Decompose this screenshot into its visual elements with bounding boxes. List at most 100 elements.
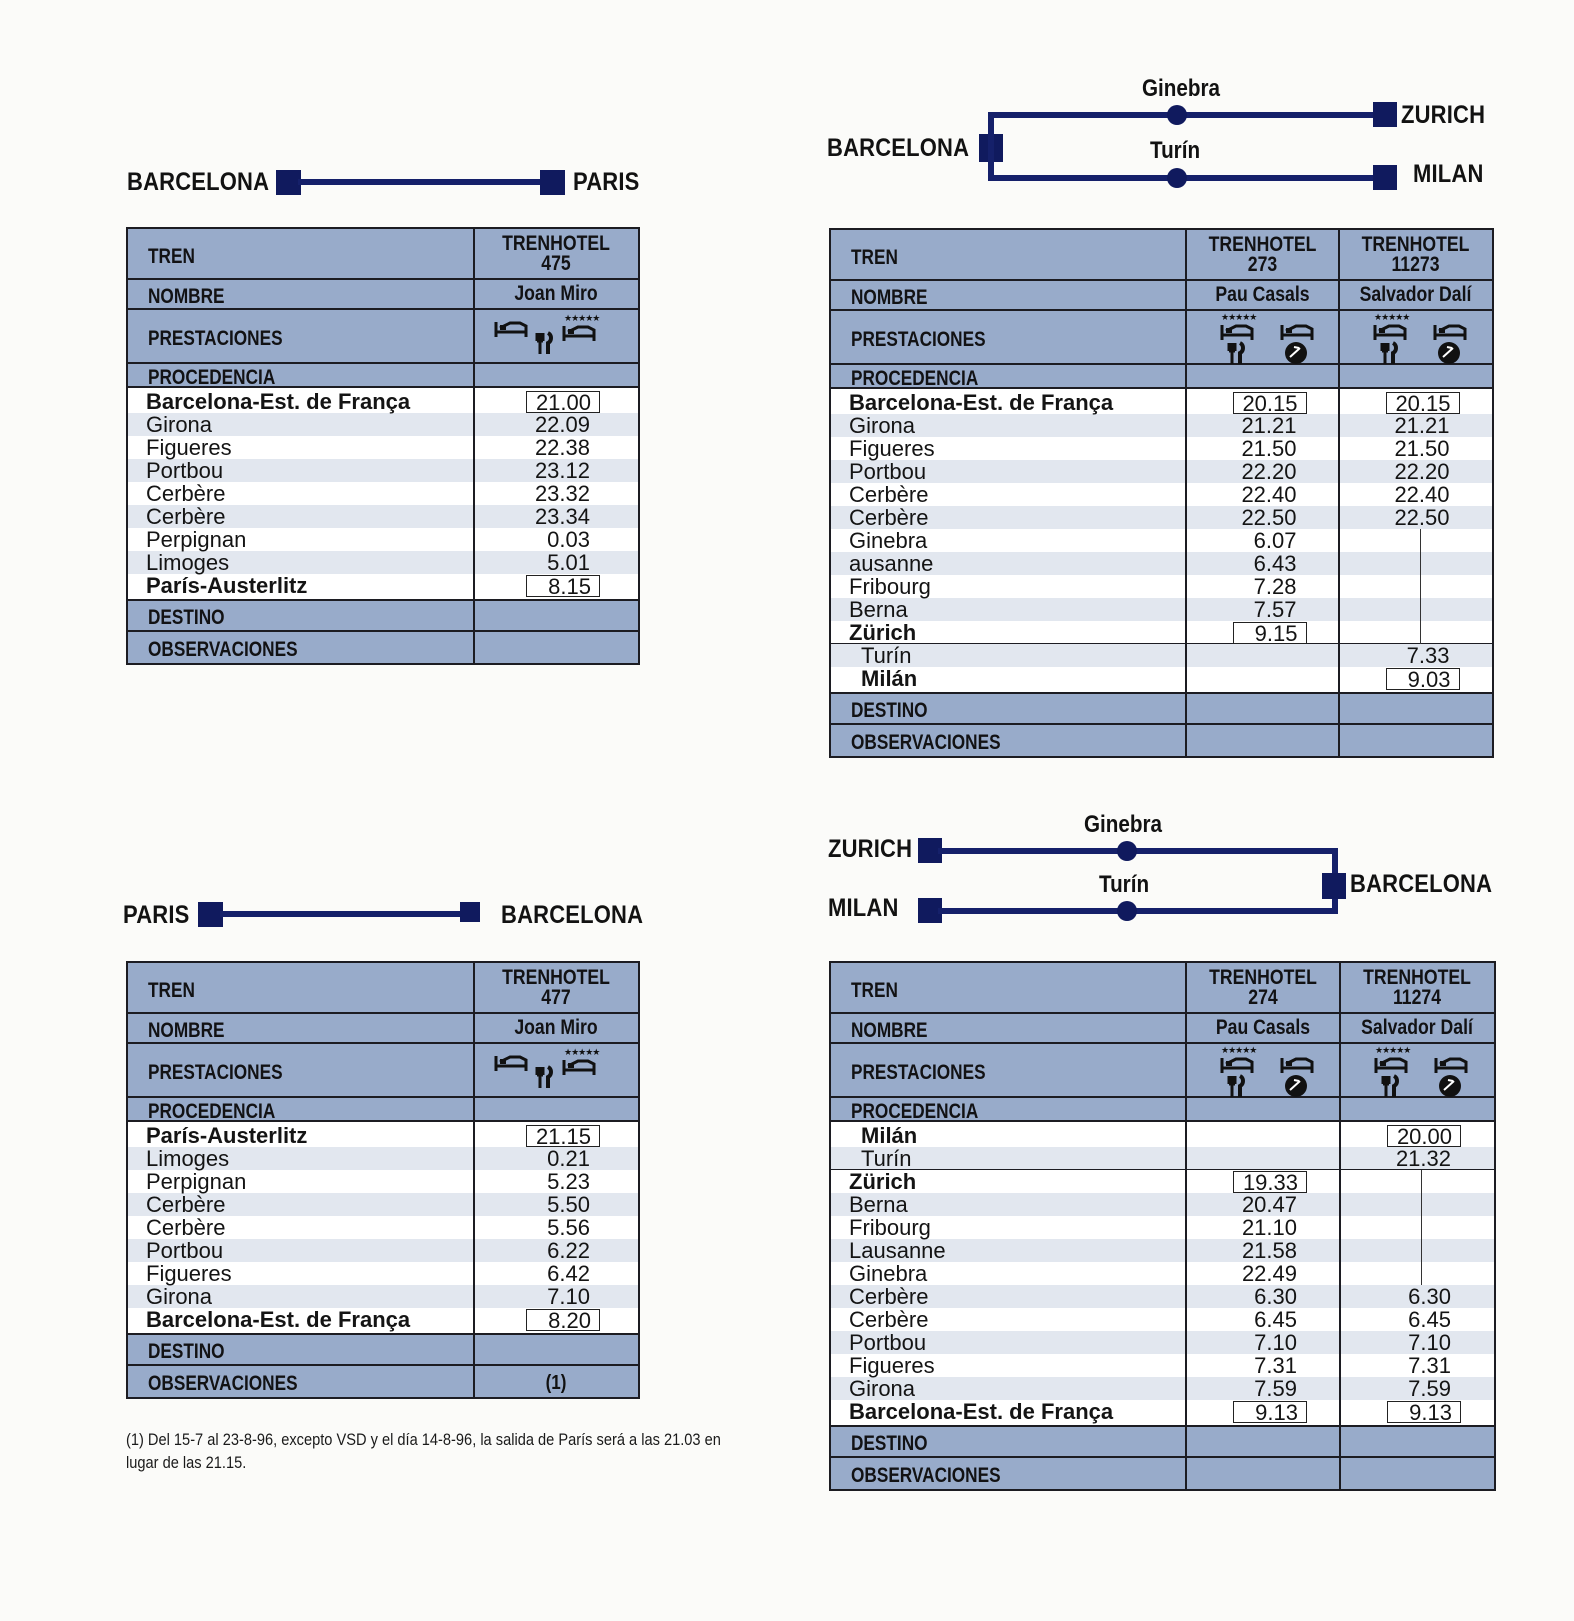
- row-label-nombre: NOMBRE: [148, 284, 225, 308]
- station-name: Girona: [849, 413, 916, 438]
- header-band: [831, 1043, 1494, 1097]
- row-stripe: [831, 1239, 1494, 1262]
- train-name: Salvador Dalí: [1361, 1016, 1473, 1039]
- header-band: [831, 693, 1492, 724]
- bed-icon: [494, 319, 528, 339]
- station-name: Cerbère: [849, 1284, 929, 1309]
- station-name: Figueres: [146, 1261, 232, 1286]
- station-name: Barcelona-Est. de França: [146, 389, 411, 414]
- route-stop-label: Turín: [1150, 137, 1201, 164]
- header-band: [128, 963, 638, 1013]
- departure-time: 7.59: [1254, 1376, 1297, 1401]
- departure-time: 6.45: [1408, 1307, 1451, 1332]
- five-star-bed-icon: [1220, 1055, 1254, 1075]
- row-label-observaciones: OBSERVACIONES: [851, 1463, 1001, 1487]
- station-name: Ginebra: [849, 1261, 928, 1286]
- row-stripe: [831, 1147, 1494, 1170]
- header-band: [831, 1457, 1494, 1489]
- route-origin-label: MILAN: [828, 894, 899, 922]
- departure-time: 22.50: [1241, 505, 1297, 530]
- table-rule: [128, 1364, 638, 1366]
- shower-icon: [1437, 341, 1461, 365]
- station-name: París-Austerlitz: [146, 1123, 308, 1148]
- departure-time: 6.30: [1408, 1284, 1451, 1309]
- table-rule: [128, 1012, 638, 1014]
- departure-time: 20.15: [1232, 392, 1307, 415]
- route-station-marker: [540, 170, 565, 195]
- header-band: [128, 1365, 638, 1397]
- row-stripe: [831, 460, 1492, 483]
- row-label-nombre: NOMBRE: [851, 1018, 928, 1042]
- station-name: Turín: [861, 1146, 912, 1171]
- restaurant-icon: [1226, 1074, 1246, 1098]
- five-star-rating-icon: ★★★★★: [564, 1048, 600, 1058]
- row-stripe: [128, 1193, 638, 1216]
- departure-time: 7.33: [1406, 643, 1450, 668]
- five-star-rating-icon: ★★★★★: [564, 314, 600, 324]
- row-stripe: [128, 413, 638, 436]
- header-band: [831, 364, 1492, 388]
- header-band: [128, 1334, 638, 1365]
- train-name: Pau Casals: [1215, 283, 1310, 306]
- table-rule: [473, 963, 475, 1397]
- train-type: TRENHOTEL: [502, 232, 610, 255]
- five-star-bed-icon: [1373, 322, 1407, 342]
- restaurant-icon: [534, 1065, 554, 1089]
- table-rule: [1185, 963, 1187, 1489]
- station-name: Cerbère: [146, 1192, 226, 1217]
- station-name: Cerbère: [849, 505, 929, 530]
- departure-time: 5.50: [547, 1192, 590, 1217]
- station-name: Girona: [146, 412, 213, 437]
- route-destination-label: BARCELONA: [1350, 870, 1493, 898]
- departure-time: 9.03: [1385, 668, 1460, 691]
- table-rule: [473, 229, 475, 663]
- restaurant-icon: [1379, 341, 1399, 365]
- station-name: Turín: [861, 643, 912, 668]
- row-stripe: [831, 1193, 1494, 1216]
- route-line: [220, 911, 472, 917]
- departure-time: 20.00: [1387, 1125, 1461, 1148]
- route-station-marker: [1322, 873, 1346, 899]
- route-station-marker: [460, 902, 480, 922]
- departure-time: 22.09: [534, 412, 590, 437]
- bed-icon: [1280, 322, 1314, 342]
- row-stripe: [128, 551, 638, 574]
- row-label-observaciones: OBSERVACIONES: [148, 1371, 298, 1395]
- departure-time: 7.10: [1408, 1330, 1451, 1355]
- five-star-rating-icon: ★★★★★: [1375, 1046, 1411, 1056]
- station-name: Milán: [861, 666, 918, 691]
- row-stripe: [831, 506, 1492, 529]
- departure-time: 21.15: [526, 1125, 600, 1148]
- departure-time: 7.31: [1408, 1353, 1451, 1378]
- row-stripe: [128, 1147, 638, 1170]
- five-star-rating-icon: ★★★★★: [1221, 1046, 1257, 1056]
- station-name: Figueres: [849, 436, 935, 461]
- table-rule: [128, 308, 638, 310]
- table-rule: [1338, 230, 1340, 756]
- route-origin-label: BARCELONA: [127, 168, 270, 196]
- table-rule: [831, 279, 1492, 281]
- footnote: (1) Del 15-7 al 23-8-96, excepto VSD y e…: [126, 1430, 721, 1472]
- header-band: [128, 363, 638, 387]
- route-stop-dot: [1117, 901, 1137, 921]
- station-name: Berna: [849, 1192, 908, 1217]
- station-name: Figueres: [849, 1353, 935, 1378]
- row-stripe: [128, 505, 638, 528]
- header-band: [128, 600, 638, 631]
- departure-time: 21.50: [1241, 436, 1297, 461]
- row-label-prestaciones: PRESTACIONES: [851, 327, 986, 351]
- row-label-prestaciones: PRESTACIONES: [148, 326, 283, 350]
- station-name: Cerbère: [849, 482, 929, 507]
- train-type: TRENHOTEL: [1209, 966, 1317, 989]
- route-line: [298, 179, 542, 185]
- departure-time: 22.40: [1241, 482, 1297, 507]
- table-rule: [831, 309, 1492, 311]
- departure-time: 0.21: [547, 1146, 590, 1171]
- row-label-destino: DESTINO: [851, 699, 928, 722]
- five-star-rating-icon: ★★★★★: [1221, 313, 1257, 323]
- table-rule: [831, 363, 1492, 365]
- departure-time: 6.42: [547, 1261, 590, 1286]
- route-station-marker: [1373, 165, 1397, 190]
- observaciones-value: (1): [545, 1372, 567, 1394]
- departure-time: 22.20: [1394, 459, 1450, 484]
